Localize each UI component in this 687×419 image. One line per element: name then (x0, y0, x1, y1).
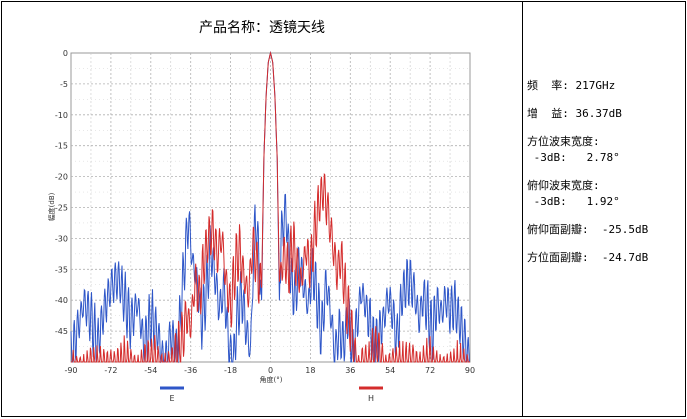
series-layer (70, 51, 470, 364)
az-beamwidth-label: 方位波束宽度: (527, 135, 600, 148)
y-tick-label: -45 (55, 327, 68, 336)
x-tick-label: 90 (465, 366, 475, 375)
x-tick-label: 36 (345, 366, 355, 375)
x-tick-label: -72 (104, 366, 117, 375)
y-tick-label: -20 (55, 173, 68, 182)
gain-row: 增 益: 36.37dB (527, 106, 682, 122)
el-beamwidth-label: 俯仰波束宽度: (527, 179, 600, 192)
x-tick-label: 54 (385, 366, 395, 375)
y-tick-label: -40 (55, 296, 68, 305)
y-axis-label: 幅度(dB) (47, 192, 56, 221)
az-beamwidth-value: -3dB: 2.78° (527, 151, 620, 164)
el-sidelobe-row: 俯仰面副瓣: -25.5dB (527, 222, 682, 238)
frequency-label: 频 率: (527, 79, 569, 92)
x-tick-label: -36 (184, 366, 197, 375)
y-tick-label: -30 (55, 234, 68, 243)
az-sidelobe-row: 方位面副瓣: -24.7dB (527, 250, 682, 266)
x-axis-label: 角度(°) (260, 375, 283, 384)
tick-layer: -90 -72 -54 -36 -18 0 18 36 54 72 90 0 -5 -10 -15 -20 -2… (55, 49, 475, 375)
az-sidelobe-value: -24.7dB (601, 251, 649, 264)
x-tick-label: 72 (425, 366, 435, 375)
x-tick-label: -18 (224, 366, 237, 375)
el-sidelobe-label: 俯仰面副瓣: (527, 223, 589, 236)
legend-label-E: E (169, 394, 174, 403)
gain-label: 增 益: (527, 107, 569, 120)
frequency-value: 217GHz (575, 79, 616, 92)
frequency-row: 频 率: 217GHz (527, 78, 682, 94)
y-tick-label: -15 (55, 142, 68, 151)
gain-value: 36.37dB (575, 107, 622, 120)
y-tick-label: 0 (63, 49, 68, 58)
az-sidelobe-label: 方位面副瓣: (527, 251, 589, 264)
x-tick-label: -54 (144, 366, 157, 375)
series-line-H (71, 51, 470, 363)
x-tick-label: 0 (268, 366, 273, 375)
el-beamwidth-value: -3dB: 1.92° (527, 195, 620, 208)
y-tick-label: -10 (55, 111, 68, 120)
y-tick-label: -35 (55, 265, 68, 274)
y-tick-label: -25 (55, 204, 68, 213)
y-tick-label: -5 (60, 80, 68, 89)
chart-title: 产品名称：透镜天线 (199, 20, 325, 36)
x-tick-label: -90 (64, 366, 77, 375)
spec-panel: 频 率: 217GHz 增 益: 36.37dB 方位波束宽度: -3dB: 2… (527, 78, 682, 266)
x-tick-label: 18 (305, 366, 315, 375)
el-sidelobe-value: -25.5dB (601, 223, 649, 236)
legend-label-H: H (368, 394, 374, 403)
panel-divider (522, 2, 523, 416)
